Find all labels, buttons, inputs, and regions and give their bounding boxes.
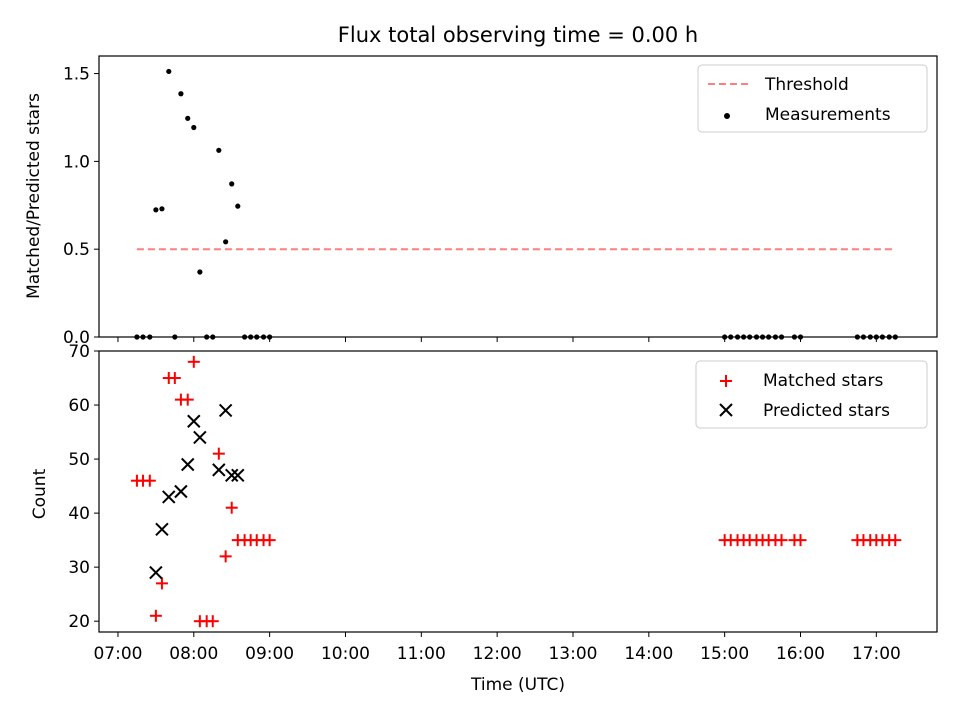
count-axes-frame <box>98 350 938 633</box>
y-tick-label: 1.5 <box>63 65 90 85</box>
y-tick-label: 0.5 <box>63 240 90 260</box>
count-panel: 20 30 40 50 60 70 07:00 08:00 09:00 10:00 11:00 12… <box>30 342 938 695</box>
x-tick-label: 09:00 <box>245 644 294 664</box>
x-tick-label: 17:00 <box>852 644 901 664</box>
predicted-star-point <box>231 468 245 482</box>
x-tick-label: 13:00 <box>548 644 597 664</box>
x-tick-label: 11:00 <box>397 644 446 664</box>
x-tick-label: 12:00 <box>473 644 522 664</box>
measurement-point <box>178 91 184 97</box>
predicted-star-point <box>225 468 239 482</box>
ratio-axes-frame <box>98 55 938 338</box>
matched-star-point <box>168 372 181 385</box>
predicted-star-point <box>193 430 207 445</box>
matched-star-point <box>775 534 788 547</box>
measurement-point <box>153 207 159 213</box>
y-tick-label: 60 <box>68 396 90 416</box>
matched-star-point <box>187 355 200 368</box>
predicted-star-point <box>181 457 195 472</box>
predicted-star-point <box>212 463 226 477</box>
chart-title: Flux total observing time = 0.00 h <box>338 23 698 47</box>
x-tick-label: 10:00 <box>321 644 370 664</box>
x-tick-label: 07:00 <box>93 644 142 664</box>
count-marks <box>130 355 902 628</box>
matched-star-point <box>212 447 225 460</box>
measurement-point <box>185 115 191 121</box>
ratio-marks <box>134 68 898 340</box>
y-tick-label: 20 <box>68 612 90 632</box>
legend-predicted-swatch <box>719 403 733 417</box>
x-tick-label: 08:00 <box>169 644 218 664</box>
predicted-star-point <box>162 490 176 504</box>
x-tick-label: 14:00 <box>624 644 673 664</box>
measurement-point <box>166 68 172 75</box>
matched-star-point <box>206 615 219 628</box>
matched-star-point <box>263 534 276 547</box>
matched-star-point <box>794 534 807 547</box>
ratio-y-ticks: 0.0 0.5 1.0 1.5 <box>63 65 99 348</box>
measurement-point <box>197 269 203 275</box>
y-tick-label: 30 <box>68 558 90 578</box>
ratio-legend-box <box>697 64 928 133</box>
matched-star-point <box>155 577 168 590</box>
predicted-star-point <box>187 414 201 428</box>
legend-measurements-label: Measurements <box>765 105 891 125</box>
legend-predicted-label: Predicted stars <box>763 401 890 421</box>
predicted-star-point <box>149 565 163 580</box>
ratio-panel: 0.0 0.5 1.0 1.5 Matched/Predicted stars Thr… <box>24 55 938 348</box>
matched-star-point <box>181 393 194 406</box>
legend-measurements-swatch <box>724 113 730 119</box>
y-tick-label: 40 <box>68 504 90 524</box>
matched-star-point <box>889 534 902 547</box>
matched-star-point <box>143 474 156 487</box>
y-tick-label: 1.0 <box>63 152 90 172</box>
measurement-point <box>216 147 222 153</box>
predicted-star-point <box>174 484 188 499</box>
ratio-y-axis-label: Matched/Predicted stars <box>24 93 44 299</box>
y-tick-label: 50 <box>68 450 90 470</box>
y-tick-label: 0.0 <box>63 328 90 348</box>
count-x-ticks: 07:00 08:00 09:00 10:00 11:00 12:00 13:00 14:00… <box>93 632 901 664</box>
measurement-point <box>191 124 197 131</box>
x-tick-label: 15:00 <box>700 644 749 664</box>
ratio-legend: Threshold Measurements <box>697 64 928 133</box>
ratio-x-ticks <box>117 337 877 342</box>
legend-threshold-label: Threshold <box>764 75 849 95</box>
y-tick-label: 70 <box>68 342 90 362</box>
count-y-axis-label: Count <box>30 468 50 519</box>
legend-matched-label: Matched stars <box>763 371 883 391</box>
measurement-point <box>235 203 241 209</box>
count-legend: Matched stars Predicted stars <box>695 360 928 429</box>
legend-matched-swatch <box>720 375 732 387</box>
measurement-point <box>159 206 165 212</box>
x-axis-label: Time (UTC) <box>470 675 565 695</box>
count-legend-box <box>695 360 928 429</box>
matched-star-point <box>225 501 238 514</box>
matched-star-point <box>219 550 232 563</box>
matched-star-point <box>149 609 162 622</box>
predicted-star-point <box>155 522 169 537</box>
x-tick-label: 16:00 <box>776 644 825 664</box>
count-y-ticks: 20 30 40 50 60 70 <box>68 342 99 632</box>
measurement-point <box>229 181 235 187</box>
measurement-point <box>223 239 229 245</box>
predicted-star-point <box>218 403 233 418</box>
